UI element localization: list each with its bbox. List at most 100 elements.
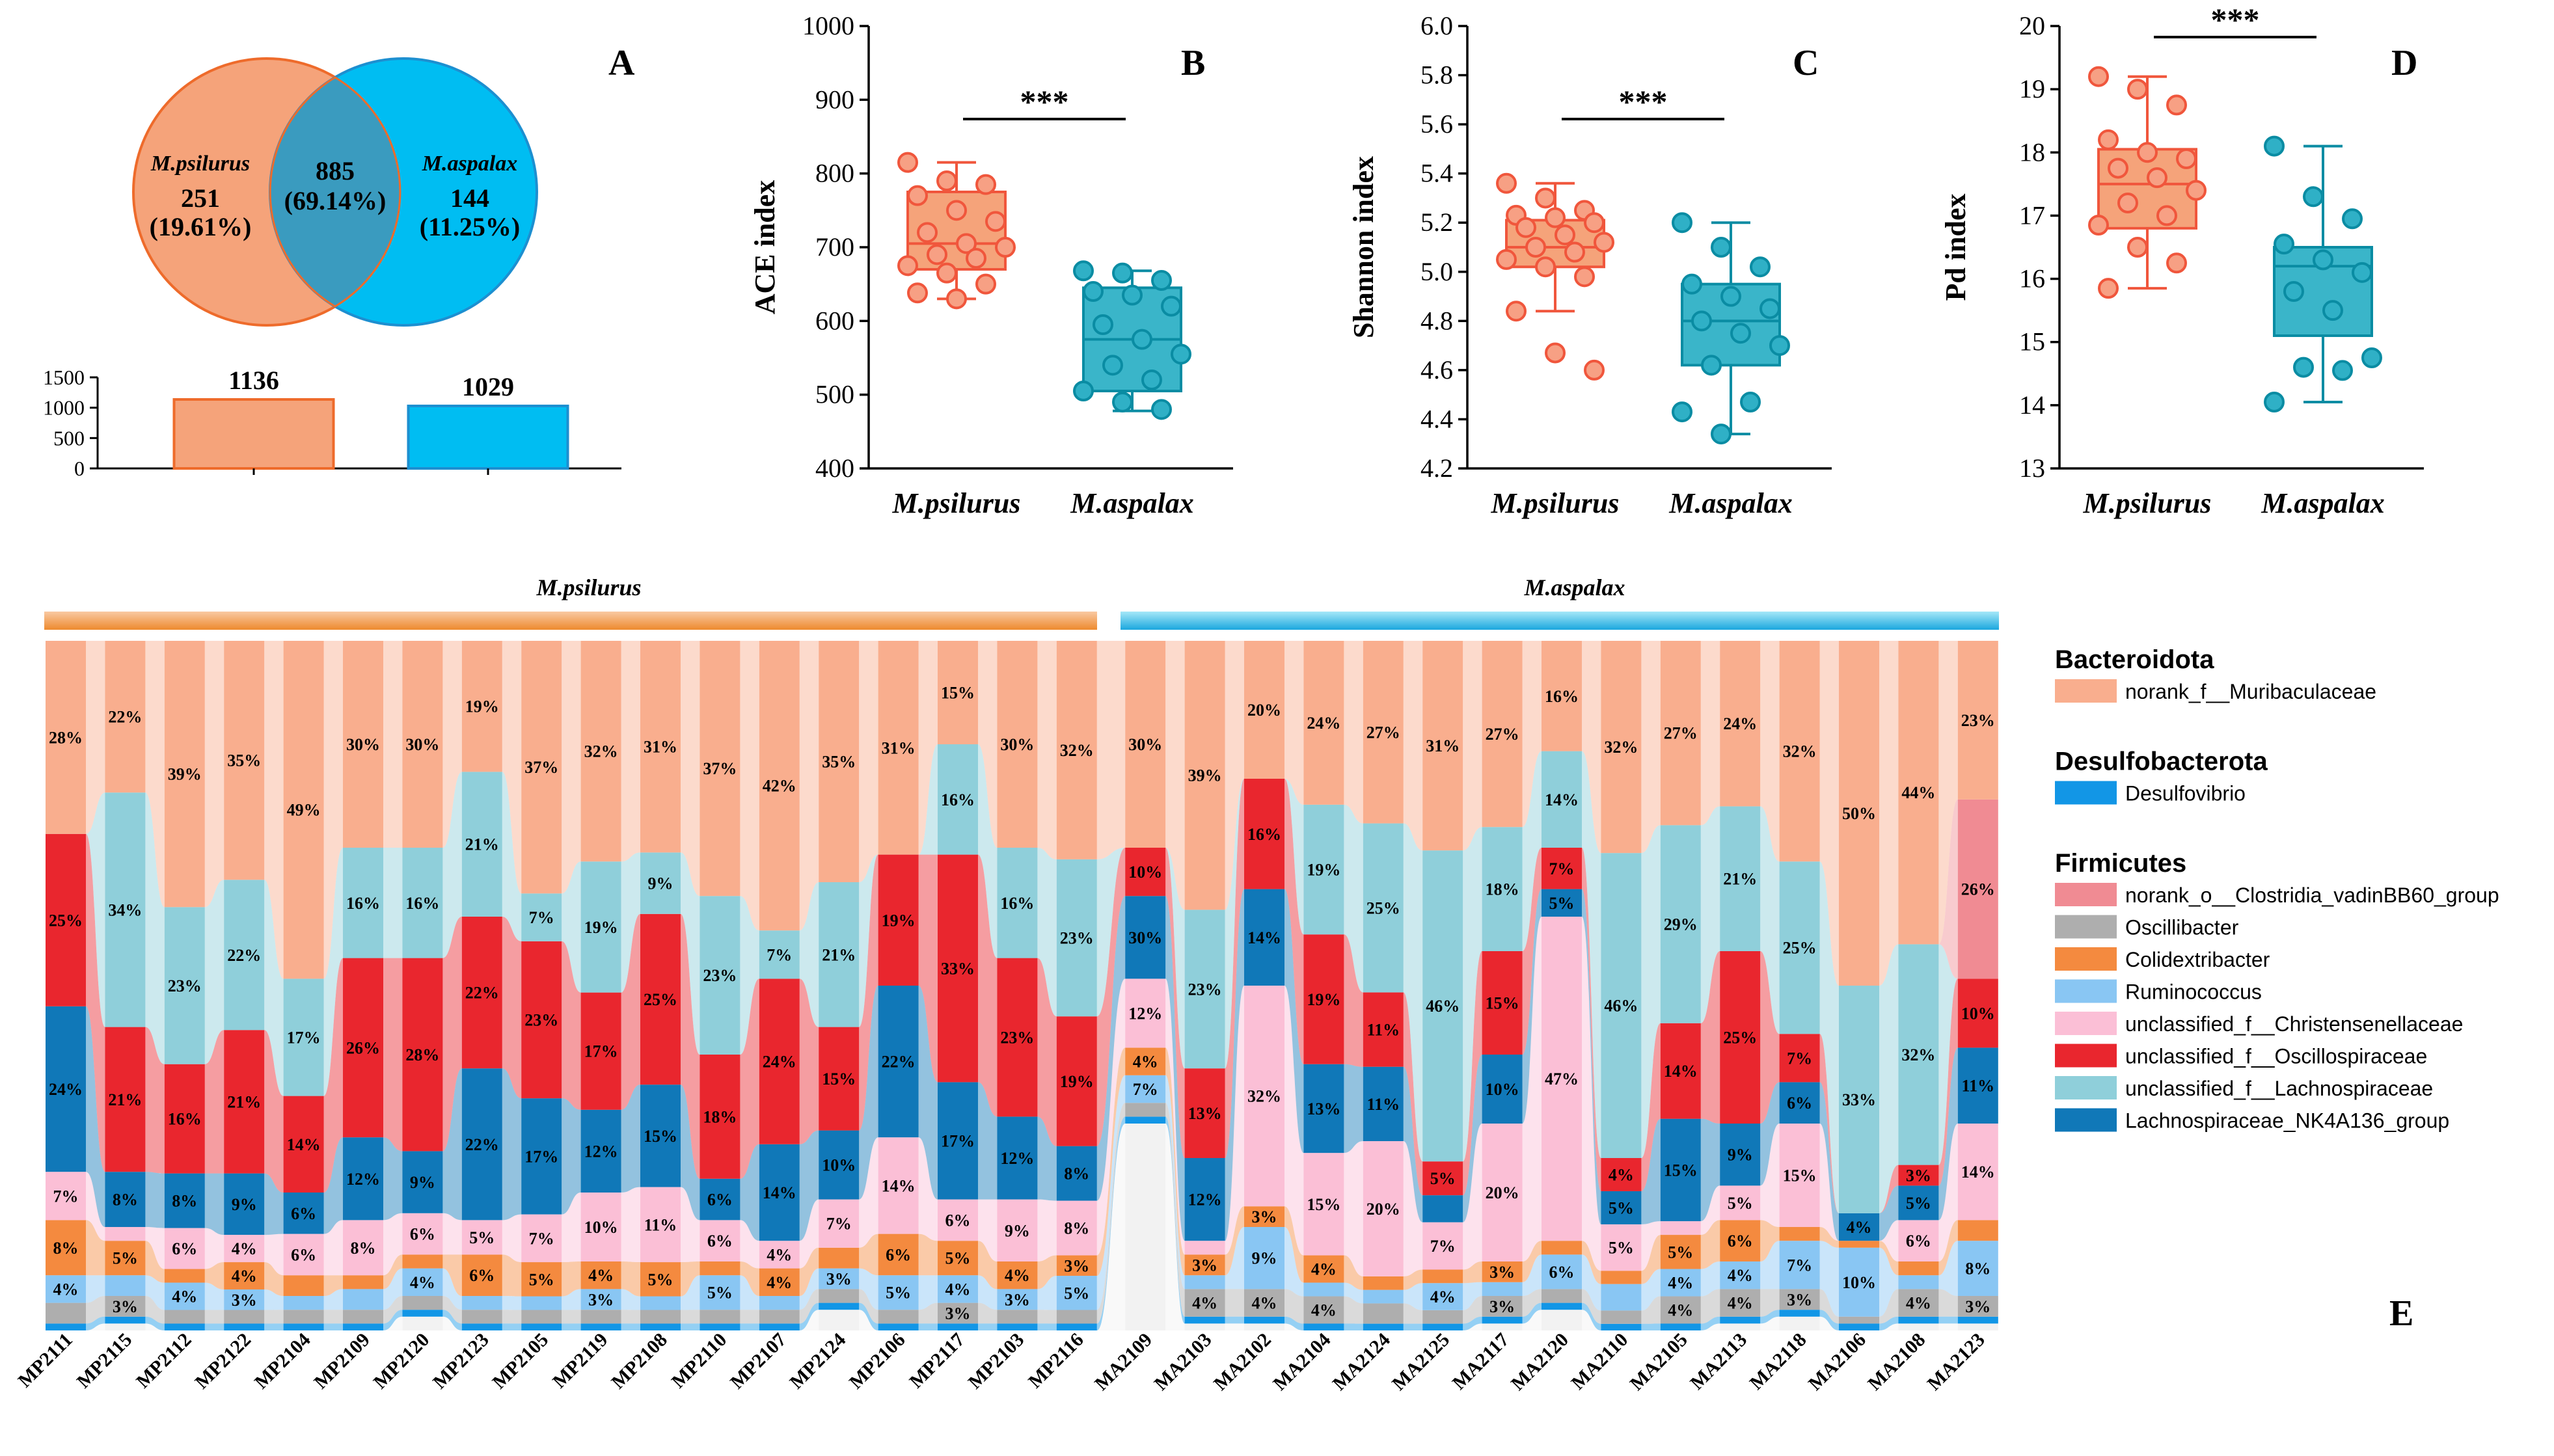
bar-segment [1422,850,1463,1162]
bar-segment [1363,1141,1404,1276]
flow-band [1037,958,1057,1146]
segment-label: 25% [49,911,83,930]
sample-label: MA2124 [1329,1329,1394,1395]
segment-label: 11% [1962,1077,1995,1096]
bar-segment [640,1085,681,1187]
flow-band [1938,1289,1958,1317]
bar-segment [1839,1247,1879,1317]
flow-band [1641,1296,1661,1324]
segment-label: 21% [465,835,499,854]
segment-label: 4% [232,1267,257,1286]
box-point [956,233,977,254]
segment-label: 15% [1783,1166,1817,1185]
flow-band [1938,641,1958,945]
flow-band [1463,1323,1482,1330]
bar-segment [819,1310,860,1330]
flow-band [978,744,998,958]
legend-item-label: Lachnospiraceae_NK4A136_group [2125,1109,2449,1133]
bar-segment [164,1269,205,1283]
segment-label: 3% [1252,1207,1277,1226]
box-point [1073,260,1094,282]
box-group-label: M.aspalax [1070,487,1193,519]
flow-band [145,1296,165,1324]
bar-segment [878,1323,919,1330]
venn-unique-aspalax: 144 [450,183,489,213]
flow-band [1700,1118,1720,1222]
bar-segment [164,1323,205,1330]
group-header-psilurus: M.psilurus [536,574,641,600]
flow-band [1760,641,1780,862]
bar-segment [1601,1284,1642,1311]
flow-band [1700,1261,1720,1297]
flow-band [859,1302,878,1330]
sample-label: MA2103 [1150,1329,1216,1395]
segment-label: 20% [1366,1200,1400,1219]
box-point [2264,392,2285,412]
bar-a-value-label: 1136 [228,366,279,395]
flow-band [86,1275,105,1303]
box-ytick-label: 5.8 [1420,61,1453,90]
sample-label: MP2120 [370,1329,434,1394]
box-point [1132,329,1152,350]
flow-band [1938,1220,1958,1276]
flow-band [1819,1124,1839,1241]
bar-segment [402,1296,443,1310]
bar-segment [105,1323,146,1330]
bar-segment [1957,1241,1998,1296]
bar-segment [700,1055,740,1179]
box-point [2088,215,2109,236]
flow-band [621,1261,640,1297]
flow-band [1096,1124,1126,1330]
segment-label: 18% [1486,880,1519,899]
bar-segment [997,1116,1038,1200]
segment-label: 10% [822,1156,856,1175]
bar-segment [1125,1047,1166,1075]
bar-segment [640,641,681,853]
flow-band [1284,641,1304,805]
box-point [2176,148,2197,169]
legend-swatch [2055,979,2117,1003]
segment-label: 32% [1247,1087,1281,1106]
box-point [1711,237,1732,258]
bar-segment [521,1214,562,1263]
flow-band [1938,978,1958,1186]
bar-segment [343,1220,383,1276]
flow-band [1819,1316,1839,1330]
flow-band [1819,1289,1839,1324]
bar-segment [1839,641,1879,986]
bar-segment [1422,1283,1463,1310]
flow-band [1879,1241,1899,1276]
bar-segment [700,1275,740,1310]
flow-band [86,1220,105,1276]
bar-segment [1056,859,1097,1017]
segment-label: 14% [1247,928,1281,947]
segment-label: 4% [1847,1218,1872,1237]
bar-segment [1363,1289,1404,1304]
segment-label: 14% [1545,790,1579,809]
flow-band [502,1296,522,1310]
flow-band [681,641,700,897]
flow-band [621,852,640,993]
bar-segment [521,1098,562,1215]
flow-band [1225,1227,1244,1289]
bar-segment [700,1178,740,1220]
box-point [1681,273,1702,295]
segment-label: 10% [584,1218,618,1237]
flow-band [1403,1323,1423,1330]
bar-segment [402,1213,443,1255]
bar-segment [1898,641,1939,945]
bar-segment [105,1275,146,1296]
segment-label: 5% [648,1270,673,1289]
box-y-axis-title: Pd index [1940,193,1972,301]
bar-segment [1839,1241,1879,1248]
sample-label: MA2102 [1210,1329,1275,1395]
box-point [2108,157,2128,179]
flow-band [1938,1323,1958,1330]
bar-segment [521,1296,562,1310]
flow-band [562,1261,581,1297]
bar-segment [1184,641,1225,910]
bar-segment [1542,1310,1582,1330]
segment-label: 19% [465,697,499,716]
bar-segment [105,1172,146,1227]
panel-d: 13 14 15 16 17 18 19 20 Pd index M.psilurus M.aspa… [1940,1,2424,519]
